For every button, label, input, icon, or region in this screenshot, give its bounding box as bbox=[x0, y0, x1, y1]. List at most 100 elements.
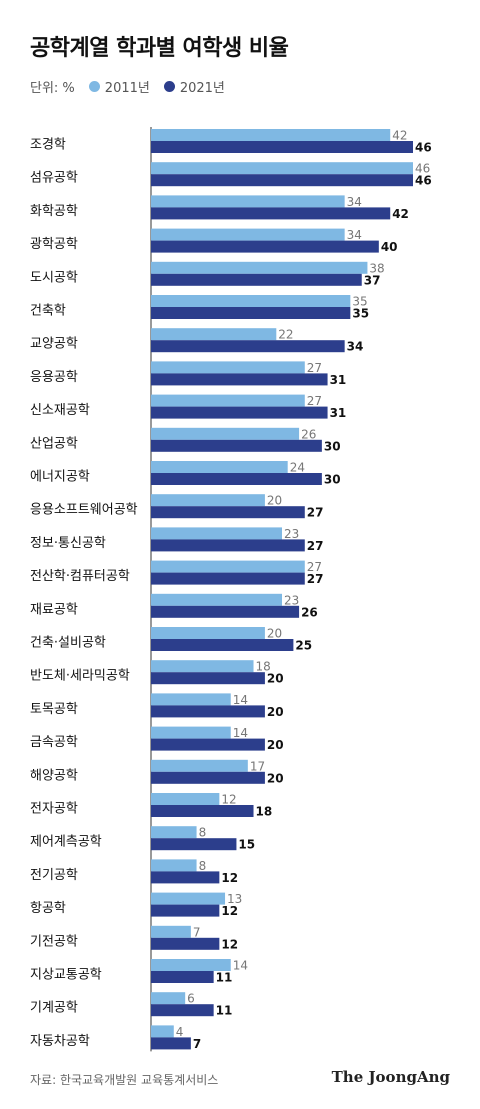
bar-2011 bbox=[151, 328, 277, 341]
bar-2011 bbox=[151, 394, 305, 407]
bar-2021 bbox=[151, 506, 305, 519]
category-label: 금속공학 bbox=[30, 735, 78, 750]
value-label-2011: 7 bbox=[193, 925, 201, 939]
bar-2021 bbox=[151, 240, 379, 253]
source-note: 자료: 한국교육개발원 교육통계서비스 bbox=[30, 1073, 219, 1087]
bar-2011 bbox=[151, 527, 282, 540]
value-label-2021: 11 bbox=[216, 1004, 233, 1018]
value-label-2011: 20 bbox=[267, 627, 282, 641]
bar-2011 bbox=[151, 892, 226, 905]
bar-2011 bbox=[151, 859, 197, 872]
bar-2021 bbox=[151, 307, 351, 319]
category-label: 건축학 bbox=[30, 304, 66, 319]
category-label: 산업공학 bbox=[30, 436, 78, 451]
value-label-2011: 20 bbox=[267, 494, 282, 508]
chart-title: 공학계열 학과별 여학생 비율 bbox=[30, 36, 289, 61]
bar-2021 bbox=[151, 871, 220, 884]
bar-2021 bbox=[151, 672, 265, 685]
value-label-2021: 46 bbox=[415, 141, 432, 155]
bar-2021 bbox=[151, 174, 413, 187]
bar-2011 bbox=[151, 195, 345, 208]
value-label-2011: 8 bbox=[199, 859, 207, 873]
value-label-2011: 27 bbox=[307, 361, 322, 375]
value-label-2011: 27 bbox=[307, 560, 322, 574]
category-label: 반도체·세라믹공학 bbox=[30, 669, 130, 684]
value-label-2021: 27 bbox=[307, 572, 324, 586]
bar-2011 bbox=[151, 427, 300, 440]
value-label-2021: 12 bbox=[221, 871, 238, 885]
value-label-2021: 20 bbox=[267, 738, 284, 752]
category-label: 전자공학 bbox=[30, 802, 78, 817]
value-label-2021: 35 bbox=[352, 307, 369, 321]
bar-2011 bbox=[151, 560, 305, 573]
bar-2011 bbox=[151, 1025, 174, 1038]
value-label-2021: 34 bbox=[347, 340, 364, 354]
value-label-2011: 35 bbox=[352, 295, 367, 309]
category-label: 교양공학 bbox=[30, 337, 78, 352]
value-label-2021: 37 bbox=[364, 273, 381, 287]
value-label-2021: 46 bbox=[415, 174, 432, 188]
category-label: 지상교통공학 bbox=[30, 968, 102, 983]
category-label: 재료공학 bbox=[30, 602, 78, 617]
value-label-2021: 20 bbox=[267, 705, 284, 719]
category-label: 광학공학 bbox=[30, 237, 78, 252]
bar-2021 bbox=[151, 771, 265, 784]
bar-2021 bbox=[151, 971, 214, 983]
bar-2021 bbox=[151, 605, 300, 618]
category-label: 섬유공학 bbox=[30, 171, 78, 186]
bar-2011 bbox=[151, 925, 191, 938]
value-label-2021: 11 bbox=[216, 971, 233, 985]
bar-2021 bbox=[151, 639, 294, 651]
bar-2011 bbox=[151, 129, 391, 141]
category-label: 정보·통신공학 bbox=[30, 536, 106, 551]
bar-2021 bbox=[151, 340, 345, 353]
value-label-2021: 20 bbox=[267, 771, 284, 785]
legend-item-2011: 2011년 bbox=[88, 77, 150, 96]
value-label-2021: 27 bbox=[307, 506, 324, 520]
value-label-2011: 14 bbox=[233, 726, 248, 740]
value-label-2021: 40 bbox=[381, 240, 398, 254]
value-label-2011: 24 bbox=[290, 461, 305, 475]
value-label-2011: 34 bbox=[347, 228, 362, 242]
bar-2021 bbox=[151, 738, 265, 751]
category-label: 자동차공학 bbox=[30, 1034, 90, 1049]
value-label-2011: 27 bbox=[307, 394, 322, 408]
value-label-2011: 34 bbox=[347, 195, 362, 209]
bar-2011 bbox=[151, 593, 282, 606]
bar-2021 bbox=[151, 539, 305, 552]
category-label: 화학공학 bbox=[30, 204, 78, 219]
category-label: 전기공학 bbox=[30, 868, 78, 883]
bar-2011 bbox=[151, 793, 220, 805]
bar-2011 bbox=[151, 660, 254, 673]
value-label-2011: 4 bbox=[176, 1025, 184, 1039]
publisher-logo: The JoongAng bbox=[331, 1068, 450, 1086]
legend-label-2011: 2011년 bbox=[104, 81, 150, 96]
legend-label-2021: 2021년 bbox=[179, 81, 225, 96]
bar-2011 bbox=[151, 627, 265, 639]
category-label: 건축·설비공학 bbox=[30, 636, 106, 651]
bar-2011 bbox=[151, 726, 231, 739]
value-label-2011: 23 bbox=[284, 527, 299, 541]
value-label-2011: 26 bbox=[301, 427, 316, 441]
bar-2021 bbox=[151, 937, 220, 950]
bar-2011 bbox=[151, 295, 351, 307]
value-label-2011: 22 bbox=[278, 328, 293, 342]
bar-2011 bbox=[151, 992, 186, 1005]
bar-2011 bbox=[151, 261, 368, 274]
category-label: 항공학 bbox=[30, 901, 66, 916]
bar-2021 bbox=[151, 705, 265, 718]
unit-label: 단위: % bbox=[30, 81, 75, 96]
category-label: 토목공학 bbox=[30, 702, 78, 717]
value-label-2011: 46 bbox=[415, 162, 430, 176]
bar-2021 bbox=[151, 141, 413, 153]
value-label-2021: 7 bbox=[193, 1037, 201, 1051]
bar-2011 bbox=[151, 162, 413, 175]
bar-2021 bbox=[151, 805, 254, 817]
bar-2011 bbox=[151, 959, 231, 971]
bar-2021 bbox=[151, 273, 362, 286]
bar-2021 bbox=[151, 207, 391, 220]
legend: 단위: % 2011년 2021년 bbox=[30, 77, 225, 96]
legend-item-2021: 2021년 bbox=[163, 77, 225, 96]
value-label-2011: 14 bbox=[233, 959, 248, 973]
